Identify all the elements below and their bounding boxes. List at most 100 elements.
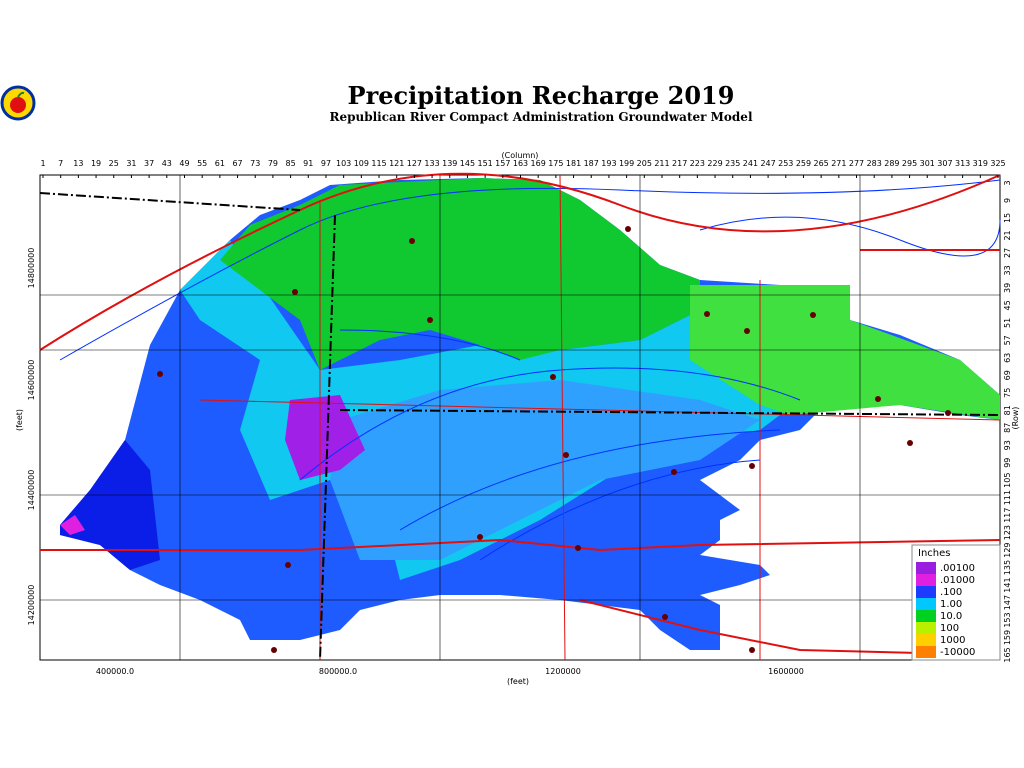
light-green-zone	[690, 285, 1000, 420]
column-tick-label: 73	[250, 159, 260, 168]
column-tick-label: 247	[760, 159, 775, 168]
x-tick-label: 1600000	[768, 667, 804, 676]
column-tick-label: 121	[389, 159, 404, 168]
column-tick-label: 187	[584, 159, 599, 168]
row-tick-label: 69	[1003, 370, 1012, 380]
column-tick-label: 37	[144, 159, 154, 168]
row-tick-label: 9	[1003, 198, 1012, 203]
column-tick-label: 151	[477, 159, 492, 168]
legend-label: .100	[940, 587, 962, 598]
column-tick-label: 61	[215, 159, 225, 168]
column-tick-label: 211	[654, 159, 669, 168]
row-tick-label: 93	[1003, 440, 1012, 450]
column-tick-label: 91	[303, 159, 313, 168]
legend-swatch	[916, 646, 936, 658]
row-tick-label: 99	[1003, 458, 1012, 468]
legend-swatch	[916, 562, 936, 574]
column-tick-label: 301	[920, 159, 935, 168]
map-area	[39, 172, 1001, 661]
column-tick-label: 307	[937, 159, 952, 168]
column-tick-label: 49	[179, 159, 189, 168]
x-tick-label: 400000.0	[96, 667, 134, 676]
legend-swatch	[916, 598, 936, 610]
dark-blue-zone	[60, 440, 160, 570]
column-tick-label: 313	[955, 159, 970, 168]
purple-zone	[285, 395, 365, 480]
column-tick-label: 133	[424, 159, 439, 168]
column-tick-label: 109	[354, 159, 369, 168]
column-tick-label: 55	[197, 159, 207, 168]
row-tick-label: 87	[1003, 423, 1012, 433]
row-tick-label: 45	[1003, 300, 1012, 310]
column-tick-label: 253	[778, 159, 793, 168]
row-tick-label: 39	[1003, 283, 1012, 293]
y-tick-label: 14600000	[27, 360, 36, 401]
row-tick-label: 57	[1003, 335, 1012, 345]
column-tick-label: 145	[460, 159, 475, 168]
legend-label: 100	[940, 623, 959, 634]
column-tick-label: 169	[531, 159, 546, 168]
legend-swatch	[916, 586, 936, 598]
column-tick-label: 103	[336, 159, 351, 168]
column-tick-label: 217	[672, 159, 687, 168]
column-tick-label: 259	[796, 159, 811, 168]
column-tick-label: 85	[285, 159, 295, 168]
x-axis-label: (feet)	[507, 677, 529, 686]
column-tick-label: 67	[232, 159, 242, 168]
column-tick-label: 271	[831, 159, 846, 168]
y-axis-label: (feet)	[15, 409, 24, 431]
column-tick-label: 265	[814, 159, 829, 168]
legend-swatch	[916, 622, 936, 634]
column-tick-label: 115	[371, 159, 386, 168]
column-tick-label: 79	[268, 159, 278, 168]
column-tick-label: 139	[442, 159, 457, 168]
light-blue-zone	[330, 380, 760, 560]
legend-label: 1000	[940, 635, 965, 646]
row-tick-label: 111	[1003, 490, 1012, 505]
legend-label: -10000	[940, 647, 975, 658]
legend-label: .01000	[940, 575, 975, 586]
row-tick-label: 165	[1003, 647, 1012, 662]
column-tick-label: 283	[867, 159, 882, 168]
legend-swatch	[916, 634, 936, 646]
column-tick-label: 181	[566, 159, 581, 168]
county-lines	[40, 175, 1000, 660]
logo	[0, 85, 36, 121]
row-tick-label: 129	[1003, 542, 1012, 557]
column-tick-label: 193	[601, 159, 616, 168]
column-tick-label: 25	[109, 159, 119, 168]
row-tick-label: 27	[1003, 248, 1012, 258]
row-tick-label: 135	[1003, 560, 1012, 575]
row-tick-label: 21	[1003, 230, 1012, 240]
column-tick-label: 325	[990, 159, 1005, 168]
column-tick-label: 229	[707, 159, 722, 168]
row-tick-label: 75	[1003, 388, 1012, 398]
row-tick-label: 33	[1003, 265, 1012, 275]
cities	[157, 226, 951, 653]
y-tick-label: 14800000	[27, 248, 36, 289]
column-tick-label: 7	[58, 159, 63, 168]
legend-label: 10.0	[940, 611, 962, 622]
x-tick-label: 1200000	[545, 667, 581, 676]
column-tick-label: 157	[495, 159, 510, 168]
column-tick-label: 163	[513, 159, 528, 168]
title: Precipitation Recharge 2019	[348, 81, 735, 110]
column-tick-label: 319	[973, 159, 988, 168]
column-tick-label: 31	[126, 159, 136, 168]
subtitle: Republican River Compact Administration …	[329, 110, 752, 124]
column-tick-label: 277	[849, 159, 864, 168]
row-tick-label: 147	[1003, 595, 1012, 610]
legend-title: Inches	[918, 548, 951, 559]
row-tick-label: 15	[1003, 213, 1012, 223]
row-tick-label: 117	[1003, 508, 1012, 523]
column-tick-label: 235	[725, 159, 740, 168]
x-tick-label: 800000.0	[319, 667, 357, 676]
row-tick-label: 153	[1003, 612, 1012, 627]
roads	[39, 172, 1001, 661]
row-tick-label: 63	[1003, 353, 1012, 363]
state-lines	[39, 192, 1001, 661]
row-tick-label: 81	[1003, 405, 1012, 415]
column-tick-label: 241	[743, 159, 758, 168]
y-tick-label: 14400000	[27, 470, 36, 511]
